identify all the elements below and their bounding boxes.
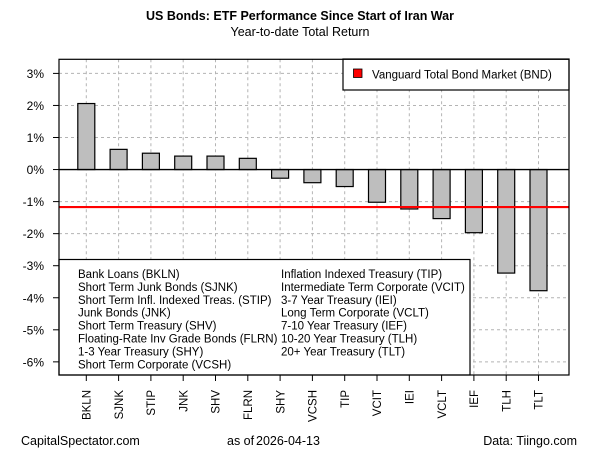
bar-iei xyxy=(400,168,419,210)
bar-shv xyxy=(206,155,225,171)
etf-names-box: Bank Loans (BKLN)Short Term Junk Bonds (… xyxy=(58,258,471,376)
bar-vcit xyxy=(367,168,387,203)
y-tick-label: 0% xyxy=(27,163,45,177)
bar-ief xyxy=(464,168,483,234)
etf-name-label: 1-3 Year Treasury (SHY) xyxy=(78,346,203,358)
footer-as-of-label: as of xyxy=(227,434,255,448)
etf-name-label: 7-10 Year Treasury (IEF) xyxy=(281,321,407,333)
etf-name-label: Short Term Treasury (SHV) xyxy=(78,321,217,333)
x-tick-label-shy: SHY xyxy=(275,390,287,414)
etf-name-label: 3-7 Year Treasury (IEI) xyxy=(281,295,397,307)
x-tick-label-flrn: FLRN xyxy=(243,390,255,420)
etf-names-box-frame xyxy=(58,258,471,376)
etf-name-label: 20+ Year Treasury (TLT) xyxy=(281,346,405,358)
etf-name-label: Short Term Junk Bonds (SJNK) xyxy=(78,282,238,294)
bar-bkln xyxy=(77,102,96,171)
x-tick-label-vclt: VCLT xyxy=(437,390,449,419)
etf-name-label: 10-20 Year Treasury (TLH) xyxy=(281,334,417,346)
bar-tlh xyxy=(497,168,516,274)
etf-name-label: Junk Bonds (JNK) xyxy=(78,308,171,320)
plot-frame xyxy=(58,58,570,376)
y-tick-label: -1% xyxy=(23,195,45,209)
etf-name-label: Long Term Corporate (VCLT) xyxy=(281,308,429,320)
x-tick-label-vcsh: VCSH xyxy=(308,390,320,422)
x-tick-label-shv: SHV xyxy=(211,390,223,414)
etf-name-label: Intermediate Term Corporate (VCIT) xyxy=(281,282,465,294)
footer-source-right: Data: Tiingo.com xyxy=(483,434,577,448)
etf-name-label: Floating-Rate Inv Grade Bonds (FLRN) xyxy=(78,334,278,346)
legend-label-bnd: Vanguard Total Bond Market (BND) xyxy=(372,70,552,82)
x-tick-label-jnk: JNK xyxy=(178,390,190,412)
y-tick-label: -4% xyxy=(23,291,45,305)
bar-vclt xyxy=(432,168,451,220)
x-tick-label-ief: IEF xyxy=(469,390,481,408)
x-tick-label-tip: TIP xyxy=(340,390,352,408)
footer-source-left: CapitalSpectator.com xyxy=(21,434,140,448)
x-tick-label-sjnk: SJNK xyxy=(114,390,126,420)
y-axis: 3% 2% 1% 0% -1% -2% -3% -4% -5% -6% xyxy=(23,67,59,369)
y-tick-label: -5% xyxy=(23,323,45,337)
y-tick-label: -3% xyxy=(23,259,45,273)
x-tick-label-vcit: VCIT xyxy=(372,390,384,416)
y-tick-label: -2% xyxy=(23,227,45,241)
bar-tip xyxy=(335,168,354,188)
x-tick-label-tlt: TLT xyxy=(534,390,546,410)
etf-name-label: Bank Loans (BKLN) xyxy=(78,269,180,281)
x-tick-label-stip: STIP xyxy=(146,390,158,416)
legend: Vanguard Total Bond Market (BND) xyxy=(342,58,570,91)
x-axis: BKLN SJNK STIP JNK SHV FLRN SHY VCSH TIP VCIT IEI V… xyxy=(82,375,546,422)
footer-as-of-date: 2026-04-13 xyxy=(256,434,320,448)
bar-flrn xyxy=(238,157,257,171)
chart-title: US Bonds: ETF Performance Since Start of… xyxy=(146,9,454,23)
y-tick-label: 2% xyxy=(27,99,45,113)
legend-swatch-bnd xyxy=(353,68,363,78)
bar-sjnk xyxy=(109,148,128,171)
bar-shy xyxy=(271,168,290,179)
etf-name-label: Inflation Indexed Treasury (TIP) xyxy=(281,269,442,281)
etf-name-label: Short Term Corporate (VCSH) xyxy=(78,359,231,371)
y-tick-label: 1% xyxy=(27,131,45,145)
bar-tlt xyxy=(529,168,548,292)
x-tick-label-bkln: BKLN xyxy=(82,390,94,420)
x-tick-label-iei: IEI xyxy=(405,390,417,404)
bar-jnk xyxy=(174,155,193,171)
bar-vcsh xyxy=(303,168,322,184)
etf-name-label: Short Term Infl. Indexed Treas. (STIP) xyxy=(78,295,272,307)
y-tick-label: -6% xyxy=(23,355,45,369)
bar-stip xyxy=(141,152,160,171)
x-tick-label-tlh: TLH xyxy=(501,390,513,412)
chart-subtitle: Year-to-date Total Return xyxy=(231,25,370,39)
y-tick-label: 3% xyxy=(27,67,45,81)
